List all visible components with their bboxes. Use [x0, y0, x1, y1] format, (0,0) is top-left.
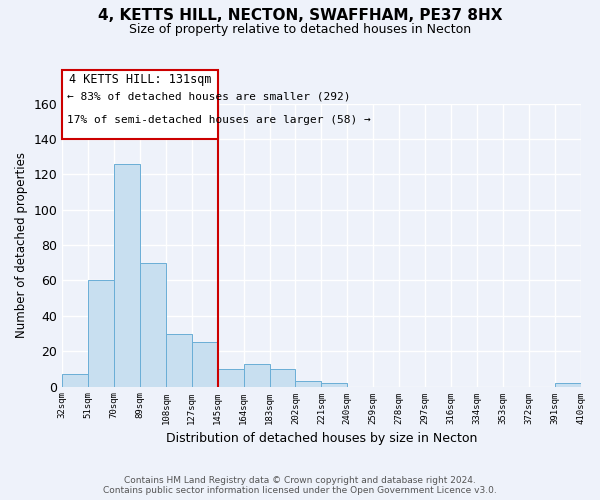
- Bar: [140, 263, 166, 386]
- Text: Contains HM Land Registry data © Crown copyright and database right 2024.
Contai: Contains HM Land Registry data © Crown c…: [103, 476, 497, 495]
- Bar: [218, 369, 244, 386]
- Bar: [554, 383, 581, 386]
- Bar: [62, 374, 88, 386]
- Bar: [88, 280, 114, 386]
- Y-axis label: Number of detached properties: Number of detached properties: [15, 152, 28, 338]
- Text: 17% of semi-detached houses are larger (58) →: 17% of semi-detached houses are larger (…: [67, 114, 371, 124]
- Bar: [295, 382, 322, 386]
- Bar: [192, 342, 218, 386]
- Bar: [114, 164, 140, 386]
- Bar: [322, 383, 347, 386]
- FancyBboxPatch shape: [62, 70, 218, 139]
- Text: Size of property relative to detached houses in Necton: Size of property relative to detached ho…: [129, 22, 471, 36]
- X-axis label: Distribution of detached houses by size in Necton: Distribution of detached houses by size …: [166, 432, 477, 445]
- Bar: [269, 369, 295, 386]
- Bar: [244, 364, 269, 386]
- Text: 4 KETTS HILL: 131sqm: 4 KETTS HILL: 131sqm: [69, 72, 211, 86]
- Text: 4, KETTS HILL, NECTON, SWAFFHAM, PE37 8HX: 4, KETTS HILL, NECTON, SWAFFHAM, PE37 8H…: [98, 8, 502, 22]
- Bar: [166, 334, 192, 386]
- Text: ← 83% of detached houses are smaller (292): ← 83% of detached houses are smaller (29…: [67, 91, 351, 101]
